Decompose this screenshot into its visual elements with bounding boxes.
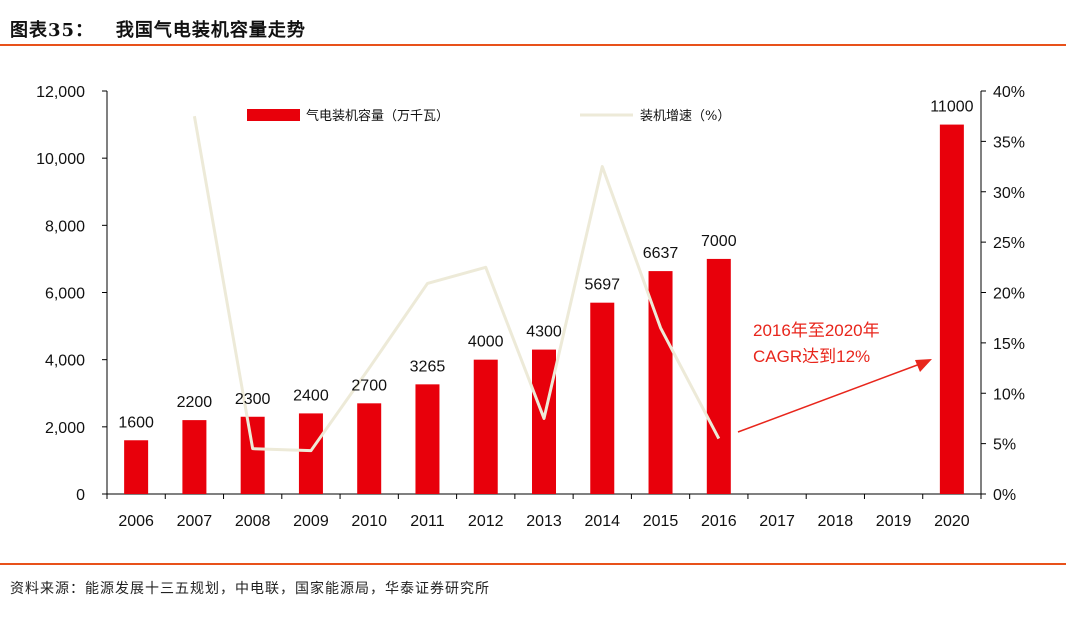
left-tick-label: 10,000 (36, 151, 85, 168)
bar-value-label: 1600 (118, 414, 154, 431)
annotation-line-1: 2016年至2020年 (753, 321, 880, 340)
annotation-arrow-line (737, 363, 921, 433)
source-note: 资料来源：能源发展十三五规划，中电联，国家能源局，华泰证券研究所 (10, 581, 490, 597)
x-tick-label: 2006 (118, 513, 154, 530)
growth-rate-line (192, 115, 721, 453)
right-tick-label: 0% (993, 487, 1016, 504)
bar-2013 (532, 349, 556, 494)
right-tick-label: 5% (993, 437, 1016, 454)
bar-value-label: 2300 (235, 391, 271, 408)
legend-bar-label: 气电装机容量（万千瓦） (306, 108, 449, 124)
right-tick-label: 20% (993, 286, 1025, 303)
annotation-group: 2016年至2020年 CAGR达到12% (737, 321, 932, 433)
x-tick-label: 2016 (701, 513, 737, 530)
x-tick-label: 2007 (177, 513, 213, 530)
bar-2012 (473, 359, 498, 494)
x-tick-label: 2008 (235, 513, 271, 530)
bar-value-label: 2200 (177, 394, 213, 411)
legend-line-label: 装机增速（%） (640, 109, 730, 124)
legend-group: 气电装机容量（万千瓦） 装机增速（%） (247, 108, 730, 124)
bar-2010 (357, 403, 382, 494)
right-tick-label: 10% (993, 386, 1025, 403)
left-tick-label: 12,000 (36, 84, 85, 101)
x-tick-label: 2013 (526, 513, 562, 530)
x-tick-label: 2014 (584, 513, 620, 530)
annotation-line-2: CAGR达到12% (753, 347, 870, 366)
bar-2014 (590, 302, 615, 494)
x-tick-label: 2009 (293, 513, 329, 530)
x-tick-label: 2010 (351, 513, 387, 530)
x-tick-label: 2020 (934, 513, 970, 530)
bar-2007 (182, 420, 207, 494)
annotation-arrow-head (915, 359, 932, 372)
bar-value-label: 3265 (410, 358, 446, 375)
x-tick-label: 2015 (643, 513, 679, 530)
source-divider (0, 563, 1066, 565)
line-group (192, 115, 721, 453)
right-tick-label: 15% (993, 336, 1025, 353)
left-tick-label: 4,000 (45, 353, 85, 370)
bars-group (124, 124, 964, 494)
title-divider (0, 44, 1066, 46)
x-tick-label: 2011 (410, 513, 445, 530)
bar-value-label: 7000 (701, 233, 737, 250)
right-tick-label: 35% (993, 134, 1025, 151)
bar-2006 (124, 440, 149, 494)
bar-2016 (706, 258, 731, 494)
x-tick-label: 2017 (759, 513, 795, 530)
bar-value-label: 2400 (293, 387, 329, 404)
left-tick-label: 2,000 (45, 420, 85, 437)
figure-title: 图表35： 我国气电装机容量走势 (10, 20, 306, 41)
bar-value-label: 11000 (930, 99, 973, 116)
left-tick-label: 8,000 (45, 218, 85, 235)
bar-value-label: 2700 (351, 377, 387, 394)
bar-value-label: 4300 (526, 324, 562, 341)
bar-2020 (939, 124, 964, 494)
bar-2008 (240, 416, 265, 494)
legend-bar-swatch (247, 109, 300, 121)
right-tick-label: 30% (993, 185, 1025, 202)
right-tick-label: 25% (993, 235, 1025, 252)
left-tick-label: 0 (76, 487, 85, 504)
x-tick-label: 2019 (876, 513, 912, 530)
bar-value-label: 4000 (468, 334, 504, 351)
right-tick-label: 40% (993, 84, 1025, 101)
x-tick-label: 2018 (818, 513, 854, 530)
axes-group: 0 2,000 4,000 6,000 8,000 10,000 12,000 0% 5% 10%… (36, 84, 1025, 530)
value-labels-group: 1600 2200 2300 2400 2700 3265 4000 4300 5697 6637… (118, 99, 973, 432)
bar-2011 (415, 384, 440, 494)
bar-value-label: 6637 (643, 245, 679, 262)
gas-power-capacity-chart: 0 2,000 4,000 6,000 8,000 10,000 12,000 0% 5% 10%… (36, 84, 1025, 530)
x-tick-label: 2012 (468, 513, 504, 530)
bar-2009 (298, 413, 323, 494)
bar-value-label: 5697 (584, 277, 620, 294)
left-tick-label: 6,000 (45, 286, 85, 303)
